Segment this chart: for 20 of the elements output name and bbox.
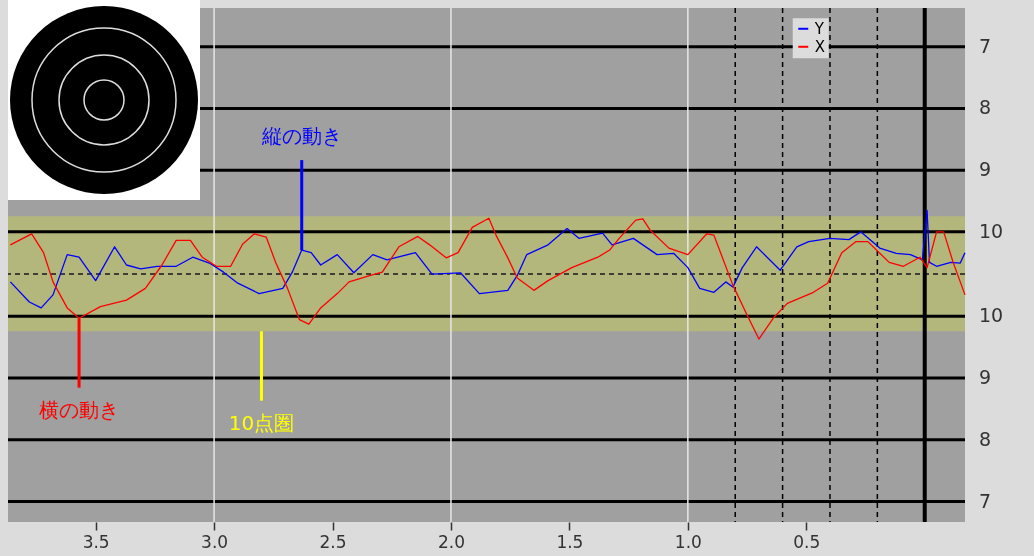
x-tick-label: 2.0 [437,531,465,552]
text: 8 [979,96,992,119]
x-tick-label: 0.5 [793,531,821,552]
legend-label: Y [813,19,825,38]
x-tick-label: 2.5 [319,531,347,552]
annotation: 横の動き [39,397,120,422]
annotation: 縦の動き [260,124,342,149]
legend-label: X [814,37,826,56]
text: 7 [979,34,992,57]
x-tick-label: 1.0 [674,531,702,552]
text: 9 [979,366,992,389]
text: 10 [979,219,1004,242]
text: 10 [979,304,1004,327]
x-tick-label: 1.5 [556,531,584,552]
text: 9 [979,158,992,181]
annotation: 10点圏 [228,410,295,435]
text: 7 [979,489,992,512]
text: 8 [979,427,992,450]
x-tick-label: 3.0 [201,531,229,552]
x-tick-label: 3.5 [82,531,110,552]
